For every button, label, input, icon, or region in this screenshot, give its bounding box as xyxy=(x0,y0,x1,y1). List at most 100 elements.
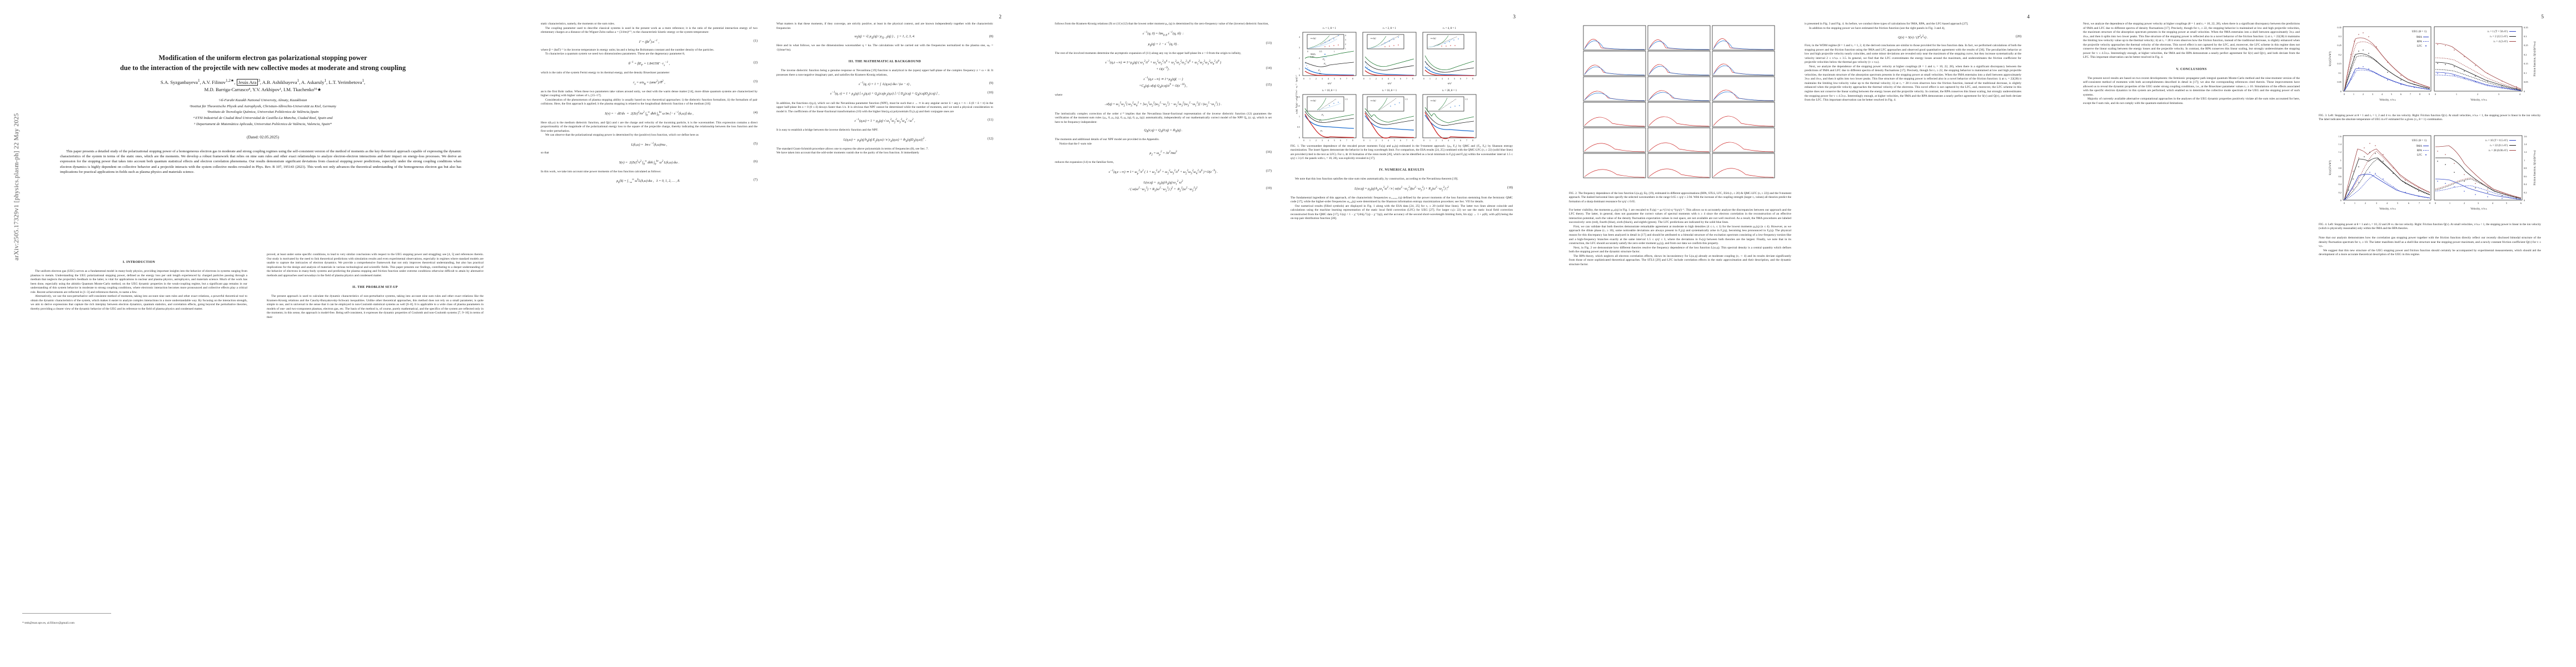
panel-frame xyxy=(1647,51,1711,76)
inset-curve-lfc xyxy=(1307,38,1338,49)
panel-frame xyxy=(1583,153,1646,178)
inset-label: ωₙ(q) xyxy=(1371,37,1376,39)
loss-curve xyxy=(1584,66,1645,76)
xtick: 8 xyxy=(1472,78,1473,80)
paper-page-5: 5 Next, we analyze the dependence of the… xyxy=(2062,0,2576,667)
figure-1: rₛ = 1, θ = 1 rₛ = 2, θ = 1 rₛ = 4, θ = … xyxy=(1291,22,1513,161)
equation-20: Q(v) = S(v) / (Z2e2v) . (20) xyxy=(1898,34,2021,40)
curve-label-mu0: μ₀ xyxy=(1319,72,1322,74)
legend-rs2: rₛ = 2 (12.5 eV) xyxy=(2490,36,2508,38)
affiliation-item: ³Instituto de Tecnología Química, Univer… xyxy=(207,110,319,115)
inset-curve-black xyxy=(1433,36,1458,47)
curve-label-F4: F₄ xyxy=(1319,119,1322,122)
ytick: 2.5 xyxy=(1297,96,1300,98)
figure-2: FIG. 2. The frequency dependence of the … xyxy=(1569,22,1791,204)
ytick: 0.2 xyxy=(2524,191,2527,194)
paragraph: where β = (kʙT)⁻¹ is the inverse tempera… xyxy=(541,48,714,52)
curve-rs10-rpa xyxy=(2344,174,2430,200)
author-affil-marker: 1 xyxy=(197,78,200,83)
curve-rs22-Q-rpa xyxy=(2435,178,2522,199)
legend-marker-lfc xyxy=(2425,45,2426,47)
xtick: 4 xyxy=(2386,202,2388,205)
panel-frame-right xyxy=(2434,135,2523,200)
xtick: 6 xyxy=(2400,93,2402,96)
points-rs2-lfc xyxy=(2350,49,2415,85)
legend-rs4: rₛ = 4 (3 eV) xyxy=(2493,41,2508,43)
curve-rs4-rpa xyxy=(2344,41,2430,92)
curve-rs10-9ma xyxy=(2344,173,2430,200)
xtick: 4 xyxy=(1388,140,1389,142)
loss-curve xyxy=(1713,63,1774,76)
xtick: 9 xyxy=(2429,93,2430,96)
ytick: 1.4 xyxy=(2524,143,2527,146)
xtick: 6 xyxy=(1400,78,1401,80)
page5-left-column: Next, we analyze the dependence of the s… xyxy=(2083,22,2300,623)
curve-rs10-Q-rpa xyxy=(2435,185,2522,200)
paragraph: Majority of currently available alternat… xyxy=(2083,97,2300,105)
xtick: 5 xyxy=(1394,140,1395,142)
xtick: 1 xyxy=(1369,140,1371,142)
inset-curve-black xyxy=(1379,98,1397,111)
curve-F8 xyxy=(1364,56,1414,67)
xtick: 1 xyxy=(1429,140,1431,142)
curve-F4 xyxy=(1424,66,1474,76)
inset-ytick: 4 xyxy=(1345,34,1346,37)
inset-label: ωₙ(q) xyxy=(1311,99,1316,102)
ytick: 4 xyxy=(1299,36,1300,38)
ytick: 1.6 xyxy=(2339,135,2342,138)
highlighted-author-box[interactable]: Jesús Ara xyxy=(236,78,258,86)
title-line-1: Modification of the uniform electron gas… xyxy=(158,54,367,62)
ytick: 1.2 xyxy=(2524,151,2527,153)
equation-13: μ0(q) = 1 − ε−1(q, 0) . (13) xyxy=(1148,41,1272,47)
xtick: 3 xyxy=(2478,202,2479,205)
author-name: , L.T. Yerimbetova xyxy=(326,79,362,85)
loss-curve xyxy=(1584,169,1645,178)
legend-marker-9ma xyxy=(1324,53,1326,55)
ytick: 0 xyxy=(2340,90,2342,93)
xtick: 1 xyxy=(2354,202,2355,205)
author-affil-marker: 1 xyxy=(362,78,364,83)
xtick: 5 xyxy=(1394,78,1395,80)
page-number: 2 xyxy=(999,14,1001,20)
curve-rs2-rpa xyxy=(2344,56,2430,92)
equation-4: S(v) = − dE∕dx = 2(Ze)2∕πv2 ∫0∞ dk∕k ∫0k… xyxy=(605,110,758,117)
xtick: 0 xyxy=(1423,140,1424,142)
xtick: 4 xyxy=(2519,93,2521,96)
xtick: 8 xyxy=(1412,78,1413,80)
ytick: 0.2 xyxy=(2524,53,2527,56)
legend-9ma: 9MA xyxy=(2416,36,2422,39)
curve-mu0 xyxy=(1424,69,1474,76)
xtick: 7 xyxy=(1346,140,1347,142)
panel-title: rₛ = 28, θ = 1 xyxy=(1442,89,1457,92)
loss-curve xyxy=(1648,168,1710,178)
xtick: 6 xyxy=(2408,202,2410,205)
panel-frame xyxy=(1647,153,1711,178)
xtick: 5 xyxy=(2391,93,2393,96)
ytick: 0 xyxy=(1299,74,1300,77)
page-number: 4 xyxy=(2027,14,2030,20)
section-heading-problem-setup: II. THE PROBLEM SET-UP xyxy=(352,286,398,290)
paragraph: static characteristics, namely, the mome… xyxy=(541,22,615,26)
paragraph: The present novel results are based on t… xyxy=(2083,76,2300,97)
equation-17: ε−1(q,z→∞) ≃ 1+ ωp2/z2 ( 1 + ω22/z2 + ω2… xyxy=(1108,168,1272,176)
loss-curve xyxy=(1584,41,1645,50)
xtick: 1 xyxy=(1309,78,1311,80)
legend-rs28: rₛ = 28 (0.06 eV) xyxy=(2489,150,2508,152)
inset-ytick: 2 xyxy=(1345,43,1346,46)
xtick: 8 xyxy=(1352,78,1353,80)
curve-rs22-9ma xyxy=(2344,157,2430,200)
curve-label-F6: F₆ xyxy=(1321,113,1324,116)
paragraph: where xyxy=(1055,93,1063,97)
xtick: 5 xyxy=(2506,202,2508,205)
equation-18: L(ω;q) = μ0(q) h4 ω12ω2 ∕ π | ω(ω2−ω12)(… xyxy=(1354,185,1513,192)
xtick: 1 xyxy=(2456,93,2457,96)
curve-F8 xyxy=(1304,51,1354,59)
ytick: 0.6 xyxy=(2524,175,2527,178)
section-heading-mathematical-background: III. THE MATHEMATICAL BACKGROUND xyxy=(848,60,921,64)
inset-points-blue xyxy=(1329,102,1460,108)
ytick: 1 xyxy=(1299,116,1300,118)
xtick: 1 xyxy=(2449,202,2450,205)
ytick: 0.25 xyxy=(2337,44,2341,47)
author-affil-marker: 3 xyxy=(258,78,260,83)
loss-curve xyxy=(1584,39,1645,50)
